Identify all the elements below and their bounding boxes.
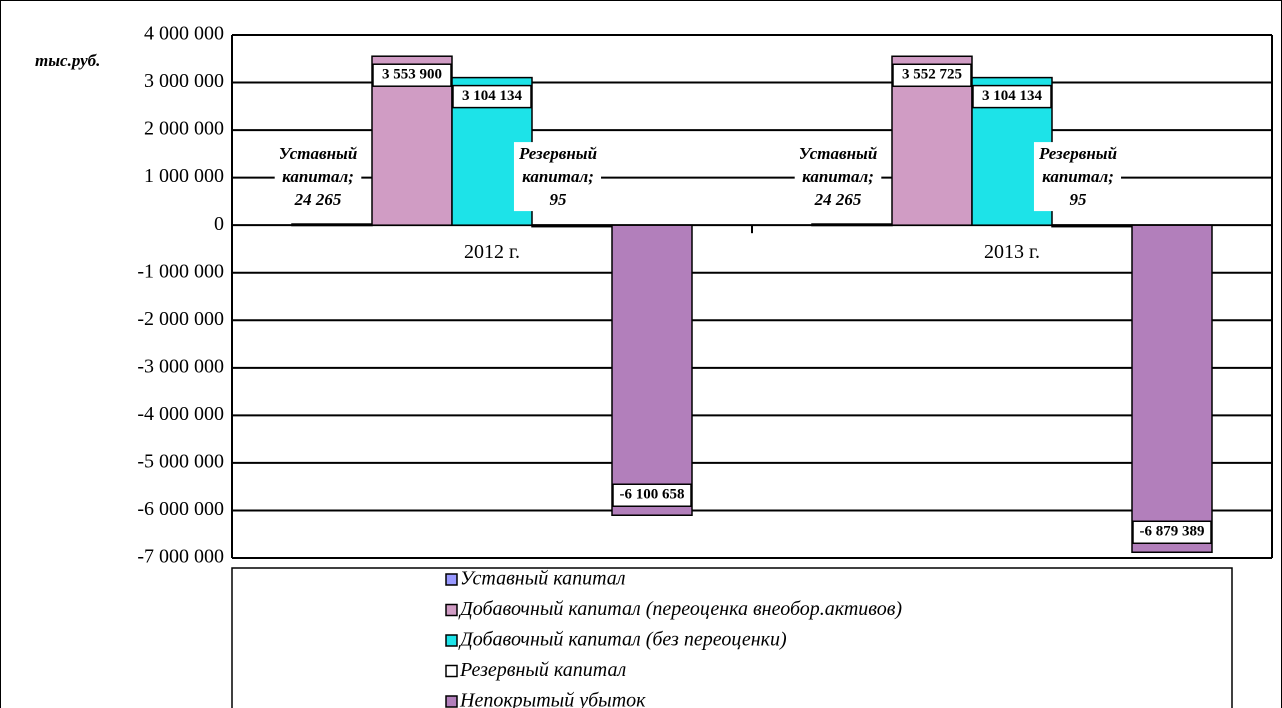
y-axis-unit: тыс.руб.	[35, 51, 100, 70]
legend-label: Уставный капитал	[460, 568, 626, 590]
value-label-line: 24 265	[294, 190, 342, 209]
value-label-bg	[1033, 142, 1122, 212]
legend-label: Резервный капитал	[459, 659, 626, 681]
bar	[611, 224, 693, 516]
legend-label: Добавочный капитал (переоценка внеобор.а…	[458, 598, 902, 620]
value-label: 3 552 725	[892, 63, 972, 88]
bar	[811, 223, 893, 227]
value-label-box	[452, 84, 532, 109]
value-label-text: 3 552 725	[902, 67, 962, 83]
legend-swatch	[445, 664, 458, 678]
value-label: -6 100 658	[612, 483, 692, 507]
value-label-bg	[274, 142, 362, 212]
value-label-line: капитал;	[802, 167, 874, 186]
value-label-box	[972, 84, 1052, 109]
value-label-text: -6 879 389	[1140, 524, 1205, 540]
value-label: Уставный капитал; 24 265	[274, 142, 362, 212]
legend-swatch	[445, 695, 458, 708]
bar	[291, 223, 373, 227]
bar	[1051, 224, 1133, 228]
value-label-text: 3 104 134	[462, 88, 523, 104]
value-label-line: капитал;	[282, 167, 354, 186]
y-tick-label: 4 000 000	[144, 23, 224, 45]
legend-swatch	[445, 573, 458, 586]
legend-swatch	[445, 634, 458, 647]
y-tick-label: -5 000 000	[137, 451, 224, 473]
legend: Уставный капитал Добавочный капитал (пере…	[445, 568, 902, 708]
x-tick-label: 2012 г.	[464, 241, 520, 263]
value-label-line: 95	[550, 190, 568, 209]
legend-label: Непокрытый убыток	[459, 690, 646, 708]
y-tick-label: -2 000 000	[137, 308, 224, 330]
value-label-text: 3 104 134	[982, 88, 1043, 104]
value-label-line: 24 265	[814, 190, 862, 209]
value-label-text: 3 553 900	[382, 67, 442, 83]
bar	[531, 224, 613, 228]
legend-swatch	[445, 603, 458, 617]
value-label-box	[372, 63, 452, 87]
bar	[1131, 224, 1213, 554]
value-label: 3 553 900	[372, 63, 452, 87]
value-label-box	[1132, 520, 1212, 545]
y-tick-label: -7 000 000	[137, 546, 224, 568]
y-tick-label: 0	[214, 213, 224, 235]
value-label-text: -6 100 658	[620, 487, 685, 503]
value-label: 3 104 134	[452, 84, 532, 109]
value-label-line: Резервный	[1038, 144, 1117, 163]
value-label-line: капитал;	[1042, 167, 1114, 186]
value-label-bg	[513, 142, 602, 212]
y-tick-label: -1 000 000	[137, 260, 224, 282]
value-label-bg	[794, 142, 882, 212]
legend-box	[231, 567, 1233, 708]
legend-label: Добавочный капитал (без переоценки)	[458, 629, 787, 651]
value-label-line: Уставный	[799, 144, 878, 163]
value-label-box	[612, 483, 692, 507]
value-label: Резервный капитал; 95	[1033, 142, 1122, 212]
value-label: Уставный капитал; 24 265	[794, 142, 882, 212]
y-tick-label: 2 000 000	[144, 118, 224, 140]
labels: 2012 г. Уставный капитал; 24 265 3 553 900 3 …	[274, 63, 1212, 545]
value-label: Резервный капитал; 95	[513, 142, 602, 212]
x-tick-label: 2013 г.	[984, 241, 1040, 263]
value-label-box	[892, 63, 972, 88]
y-tick-label: -4 000 000	[137, 403, 224, 425]
value-label-line: капитал;	[522, 167, 594, 186]
y-tick-label: -3 000 000	[137, 355, 224, 377]
value-label-line: Резервный	[518, 144, 597, 163]
y-tick-label: 1 000 000	[144, 165, 224, 187]
y-tick-label: -6 000 000	[137, 498, 224, 520]
value-label: 3 104 134	[972, 84, 1052, 109]
value-label-line: Уставный	[279, 144, 358, 163]
value-label: -6 879 389	[1132, 520, 1212, 545]
value-label-line: 95	[1070, 190, 1088, 209]
y-tick-label: 3 000 000	[144, 70, 224, 92]
